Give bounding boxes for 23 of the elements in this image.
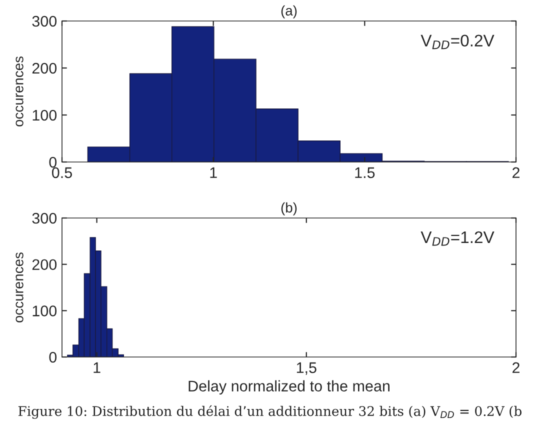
y-tick-label: 300 (32, 16, 57, 27)
x-tick-label: 1 (210, 167, 217, 178)
y-tick-label: 0 (49, 352, 57, 363)
y-tick-label: 200 (32, 62, 57, 74)
chart-title: (a) (281, 5, 297, 18)
x-tick-label: 2 (512, 362, 520, 373)
x-tick-label: 2 (512, 167, 520, 178)
x-tick-label: 1.5 (355, 167, 375, 178)
x-tick-label: 0.5 (52, 167, 72, 178)
y-tick-label: 0 (49, 156, 57, 168)
y-axis-title: occurences (16, 56, 24, 126)
caption: Figure 10: Distribution du délai d’un additionneur 32 bits (a) V$_{DD}$ = 0.2V (b (18, 405, 522, 419)
y-tick-label: 100 (32, 306, 57, 316)
y-tick-label: 100 (32, 110, 57, 121)
y-tick-label: 300 (32, 212, 57, 224)
x-axis-title: Delay normalized to the mean (188, 380, 390, 395)
y-tick-label: 200 (32, 259, 57, 270)
annotation: V$_{DD}$=0.2V (420, 34, 494, 50)
chart-title: (b) (281, 202, 297, 216)
x-tick-label: 1 (94, 362, 100, 373)
x-tick-label: 1,5 (296, 362, 316, 375)
annotation: V$_{DD}$=1.2V (420, 231, 494, 246)
y-axis-title: occurences (16, 252, 24, 322)
